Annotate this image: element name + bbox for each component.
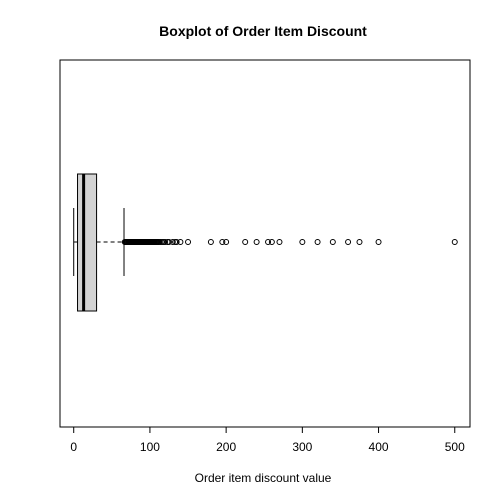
x-tick-label: 500 [445, 440, 465, 454]
x-tick-label: 400 [369, 440, 389, 454]
outlier-point [314, 239, 321, 245]
x-tick-label: 200 [216, 440, 236, 454]
boxplot-group [73, 173, 125, 312]
outlier-point [345, 239, 352, 245]
iqr-box [77, 173, 98, 312]
outlier-point [173, 239, 180, 245]
outliers-group [121, 239, 458, 245]
outlier-point [162, 239, 169, 245]
outlier-point [223, 239, 230, 245]
outlier-point [356, 239, 363, 245]
outlier-point [219, 239, 226, 245]
outlier-point [165, 239, 172, 245]
x-tick-label: 0 [70, 440, 77, 454]
outlier-point [375, 239, 382, 245]
x-tick-label: 100 [140, 440, 160, 454]
outlier-point [253, 239, 260, 245]
outlier-point [451, 239, 458, 245]
outlier-point [268, 239, 275, 245]
outlier-point [299, 239, 306, 245]
x-tick-label: 300 [292, 440, 312, 454]
outlier-point [169, 239, 176, 245]
outlier-point [177, 239, 184, 245]
chart-title: Boxplot of Order Item Discount [159, 23, 367, 39]
outlier-point [265, 239, 272, 245]
outlier-point [207, 239, 214, 245]
x-axis-label: Order item discount value [195, 471, 332, 485]
outlier-point [185, 239, 192, 245]
x-axis: 0 100 200 300 400 500 [70, 426, 465, 454]
outlier-point [242, 239, 249, 245]
outlier-point [276, 239, 283, 245]
outlier-point [329, 239, 336, 245]
